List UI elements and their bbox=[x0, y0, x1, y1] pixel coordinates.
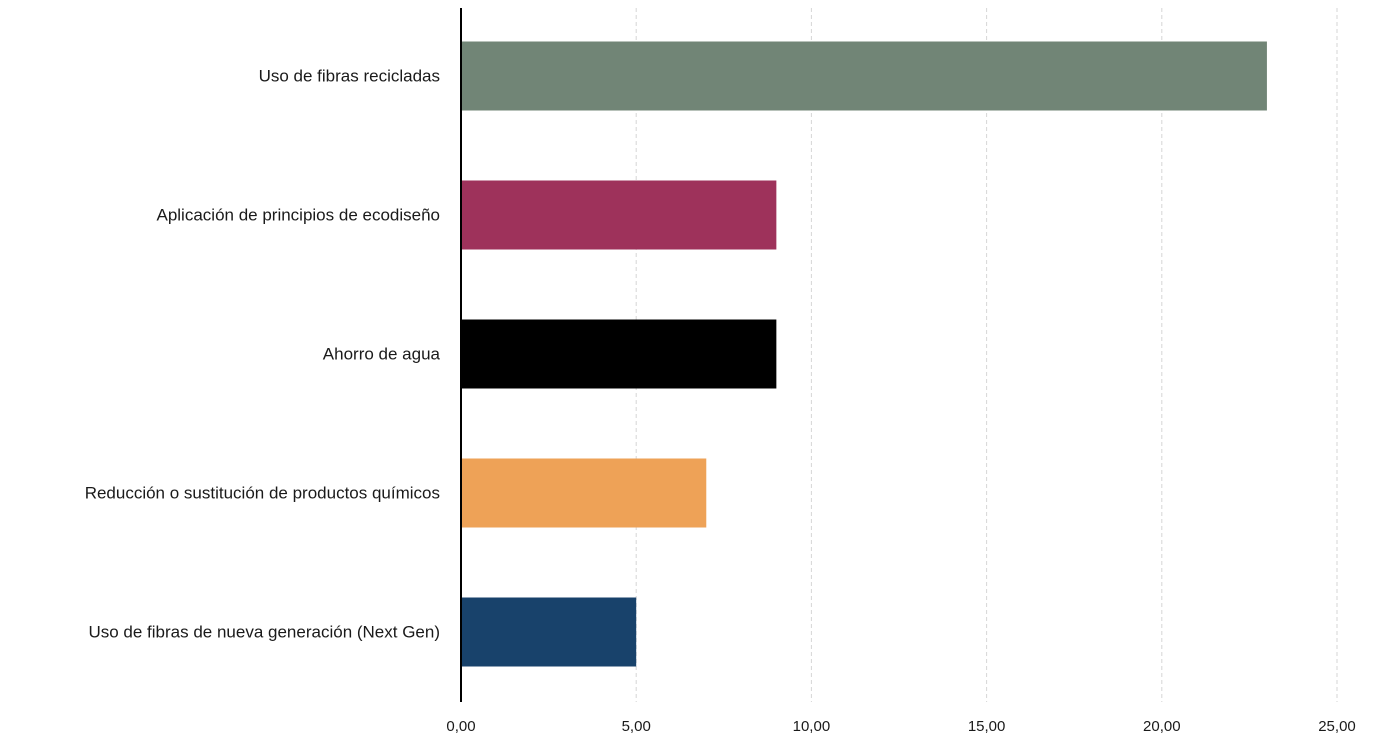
x-axis-tick-labels: 0,00 5,00 10,00 15,00 20,00 25,00 bbox=[446, 718, 1355, 735]
bars bbox=[461, 41, 1267, 667]
category-label-1: Aplicación de principios de ecodiseño bbox=[156, 206, 440, 225]
x-tick-label-0: 0,00 bbox=[446, 718, 475, 735]
x-tick-label-1: 5,00 bbox=[622, 718, 651, 735]
bar-1 bbox=[461, 180, 777, 250]
bar-0 bbox=[461, 41, 1267, 111]
category-labels: Uso de fibras recicladas Aplicación de pr… bbox=[85, 67, 441, 642]
bar-3 bbox=[461, 458, 707, 528]
category-label-2: Ahorro de agua bbox=[323, 345, 441, 364]
bar-4 bbox=[461, 597, 637, 667]
x-tick-label-4: 20,00 bbox=[1143, 718, 1181, 735]
x-tick-label-3: 15,00 bbox=[968, 718, 1006, 735]
category-label-0: Uso de fibras recicladas bbox=[259, 67, 440, 86]
x-tick-label-2: 10,00 bbox=[793, 718, 831, 735]
category-label-3: Reducción o sustitución de productos quí… bbox=[85, 484, 440, 503]
bar-2 bbox=[461, 319, 777, 389]
x-tick-label-5: 25,00 bbox=[1318, 718, 1356, 735]
category-label-4: Uso de fibras de nueva generación (Next … bbox=[88, 623, 440, 642]
